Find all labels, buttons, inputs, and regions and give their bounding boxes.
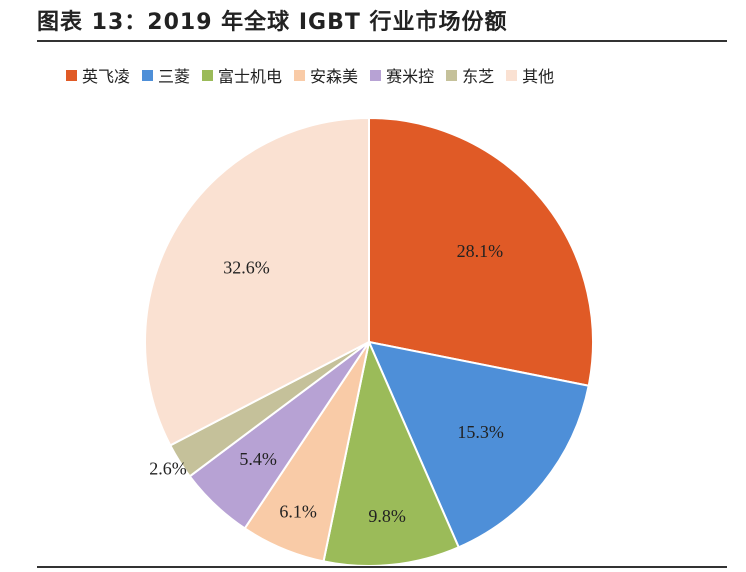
legend-swatch bbox=[294, 69, 306, 81]
legend-swatch bbox=[370, 69, 382, 81]
pie-slice-others bbox=[144, 116, 370, 447]
legend-swatch bbox=[506, 69, 518, 81]
pie-slice-infineon bbox=[368, 116, 594, 387]
legend-swatch bbox=[66, 69, 77, 81]
legend-item-fuji-electric: 富士机电 bbox=[202, 63, 282, 87]
legend-label: 安森美 bbox=[310, 67, 359, 86]
legend-label: 其他 bbox=[522, 67, 555, 86]
legend-item-others: 其他 bbox=[506, 63, 554, 87]
legend-swatch bbox=[446, 69, 458, 81]
legend-label: 英飞凌 bbox=[82, 67, 131, 86]
legend-label: 三菱 bbox=[158, 67, 191, 86]
data-label-others: 32.6% bbox=[223, 258, 270, 278]
chart-title-bar: 图表 13：2019 年全球 IGBT 行业市场份额 bbox=[0, 0, 746, 42]
legend-item-semikron: 赛米控 bbox=[370, 63, 434, 87]
legend-label: 赛米控 bbox=[386, 67, 435, 86]
legend-item-onsemi: 安森美 bbox=[294, 63, 358, 87]
chart-title: 图表 13：2019 年全球 IGBT 行业市场份额 bbox=[37, 10, 508, 35]
legend-swatch bbox=[142, 69, 154, 81]
data-label-mitsubishi: 15.3% bbox=[457, 422, 504, 442]
legend-label: 富士机电 bbox=[218, 67, 283, 86]
legend-item-infineon: 英飞凌 bbox=[66, 63, 130, 87]
data-label-infineon: 28.1% bbox=[457, 241, 504, 261]
data-label-semikron: 5.4% bbox=[239, 449, 277, 469]
data-label-onsemi: 6.1% bbox=[279, 501, 317, 521]
data-label-fuji-electric: 9.8% bbox=[368, 506, 406, 526]
bottom-divider bbox=[37, 566, 727, 568]
legend-item-toshiba: 东芝 bbox=[446, 63, 494, 87]
pie-slice-mitsubishi bbox=[367, 340, 590, 549]
data-label-toshiba: 2.6% bbox=[149, 458, 187, 478]
legend-label: 东芝 bbox=[462, 67, 495, 86]
legend-item-mitsubishi: 三菱 bbox=[142, 63, 190, 87]
pie-slice-fuji-electric bbox=[322, 338, 461, 567]
legend-swatch bbox=[202, 69, 214, 81]
title-divider bbox=[37, 40, 727, 42]
legend: 英飞凌 三菱 富士机电 安森美 赛米控 东芝 其他 bbox=[66, 62, 706, 88]
